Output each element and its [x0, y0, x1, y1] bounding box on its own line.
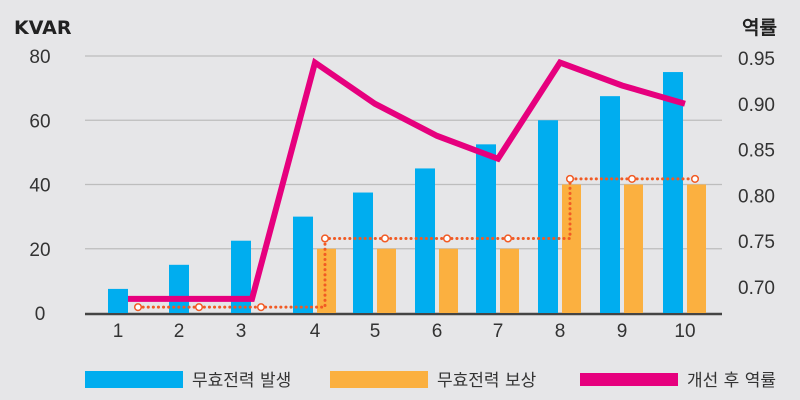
legend-swatch-generated: [85, 371, 183, 388]
legend-label-compensated: 무효전력 보상: [437, 371, 537, 391]
bar-compensated: [687, 184, 706, 313]
left-tick-label: 0: [35, 304, 46, 325]
legend-swatch-compensated: [330, 371, 428, 388]
improved-pf-line: [128, 57, 686, 302]
original-pf-marker: [256, 303, 266, 312]
bar-generated: [415, 168, 435, 313]
original-pf-marker: [565, 174, 575, 183]
original-pf-marker: [320, 234, 330, 243]
left-tick-label: 40: [29, 176, 50, 197]
right-tick-label: 0.75: [738, 232, 775, 253]
bar-compensated: [624, 184, 643, 313]
bar-compensated: [439, 248, 458, 313]
x-tick-label: 1: [113, 321, 124, 342]
legend-label-generated: 무효전력 발생: [192, 371, 291, 391]
bar-generated: [231, 240, 251, 313]
x-tick-label: 10: [674, 321, 695, 342]
left-tick-label: 20: [29, 240, 50, 261]
x-tick-label: 2: [174, 321, 185, 342]
left-tick-label: 80: [29, 47, 50, 68]
original-pf-marker: [194, 303, 204, 312]
x-tick-label: 8: [555, 321, 566, 342]
bar-generated: [600, 96, 620, 313]
bar-compensated: [377, 248, 396, 313]
original-pf-marker: [133, 303, 143, 312]
legend-swatch-improved-pf: [580, 373, 678, 386]
bar-compensated: [317, 248, 336, 313]
original-pf-dotted-line: [136, 177, 697, 309]
right-tick-label: 0.90: [738, 95, 775, 116]
tick-labels: 0 20 40 60 80 0.70 0.75 0.80 0.85 0.90 0.95 1 2 3 4 5 6 7…: [29, 47, 775, 342]
original-pf-marker: [380, 234, 390, 243]
x-tick-label: 4: [310, 321, 321, 342]
legend-label-improved-pf: 개선 후 역률: [687, 371, 776, 391]
left-tick-label: 60: [29, 111, 50, 132]
x-tick-label: 6: [432, 321, 443, 342]
legend: 무효전력 발생 무효전력 보상 개선 후 역률: [85, 371, 776, 391]
bars: [108, 72, 706, 313]
bar-generated: [663, 72, 683, 313]
bar-compensated: [500, 248, 519, 313]
original-pf-marker: [627, 174, 637, 183]
bar-generated: [353, 192, 373, 313]
bar-generated: [476, 144, 496, 313]
original-pf-marker: [503, 234, 513, 243]
bar-compensated: [562, 184, 581, 313]
right-tick-label: 0.80: [738, 186, 775, 207]
left-axis-title: KVAR: [14, 17, 72, 39]
original-pf-marker: [690, 174, 700, 183]
right-tick-label: 0.70: [738, 278, 775, 299]
lines: [128, 57, 700, 312]
original-pf-marker: [442, 234, 452, 243]
x-tick-label: 7: [493, 321, 504, 342]
x-tick-label: 3: [236, 321, 247, 342]
bar-generated: [538, 120, 558, 313]
x-tick-label: 9: [617, 321, 628, 342]
right-tick-label: 0.95: [738, 49, 775, 70]
x-tick-label: 5: [370, 321, 381, 342]
right-tick-label: 0.85: [738, 141, 775, 162]
bar-generated: [108, 288, 128, 313]
right-axis-title: 역률: [742, 17, 777, 39]
bar-generated: [293, 216, 313, 313]
